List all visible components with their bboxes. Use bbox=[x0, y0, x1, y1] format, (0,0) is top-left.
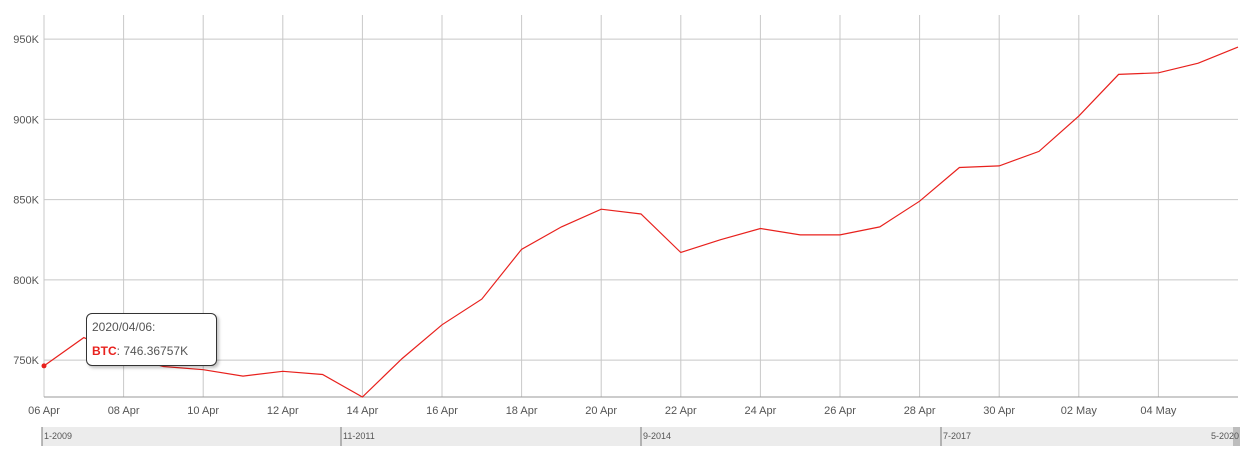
x-tick-label: 08 Apr bbox=[108, 405, 140, 417]
navigator-label: 9-2014 bbox=[643, 431, 671, 441]
x-tick-label: 30 Apr bbox=[983, 405, 1015, 417]
y-tick-label: 950K bbox=[13, 34, 39, 46]
y-tick-label: 850K bbox=[13, 195, 39, 207]
y-tick-label: 900K bbox=[13, 114, 39, 126]
x-tick-label: 20 Apr bbox=[585, 405, 617, 417]
x-tick-label: 02 May bbox=[1061, 405, 1098, 417]
x-tick-label: 10 Apr bbox=[187, 405, 219, 417]
navigator-label: 5-2020 bbox=[1211, 431, 1239, 441]
x-tick-label: 12 Apr bbox=[267, 405, 299, 417]
x-tick-label: 26 Apr bbox=[824, 405, 856, 417]
y-tick-label: 800K bbox=[13, 275, 39, 287]
x-axis-labels: 06 Apr 08 Apr 10 Apr 12 Apr 14 Apr 16 Apr 18 A… bbox=[28, 405, 1177, 417]
y-tick-label: 750K bbox=[13, 355, 39, 367]
vertical-gridlines bbox=[43, 15, 1159, 397]
x-tick-label: 06 Apr bbox=[28, 405, 60, 417]
x-tick-label: 16 Apr bbox=[426, 405, 458, 417]
navigator-label: 1-2009 bbox=[44, 431, 72, 441]
series-btc[interactable] bbox=[41, 46, 1239, 398]
x-tick-label: 22 Apr bbox=[665, 405, 697, 417]
tooltip-value: : 746.36757K bbox=[116, 344, 189, 358]
tooltip-series-name: BTC bbox=[92, 344, 117, 358]
data-tooltip: 2020/04/06: BTC: 746.36757K bbox=[86, 313, 217, 366]
tooltip-value-line: BTC: 746.36757K bbox=[92, 344, 216, 358]
tooltip-date: 2020/04/06: bbox=[92, 320, 156, 334]
data-point-marker[interactable] bbox=[41, 363, 47, 369]
y-axis-labels: 750K 800K 850K 900K 950K bbox=[13, 34, 39, 367]
x-tick-label: 14 Apr bbox=[346, 405, 378, 417]
navigator-label: 7-2017 bbox=[943, 431, 971, 441]
horizontal-gridlines bbox=[44, 38, 1238, 361]
navigator-handle[interactable] bbox=[1233, 427, 1240, 446]
x-tick-label: 24 Apr bbox=[744, 405, 776, 417]
x-tick-label: 28 Apr bbox=[904, 405, 936, 417]
series-line bbox=[43, 46, 1239, 398]
x-tick-label: 04 May bbox=[1140, 405, 1177, 417]
navigator-label: 11-2011 bbox=[343, 431, 375, 441]
time-navigator[interactable]: 1-2009 11-2011 9-2014 7-2017 5-2020 bbox=[41, 427, 1240, 446]
x-tick-label: 18 Apr bbox=[506, 405, 538, 417]
